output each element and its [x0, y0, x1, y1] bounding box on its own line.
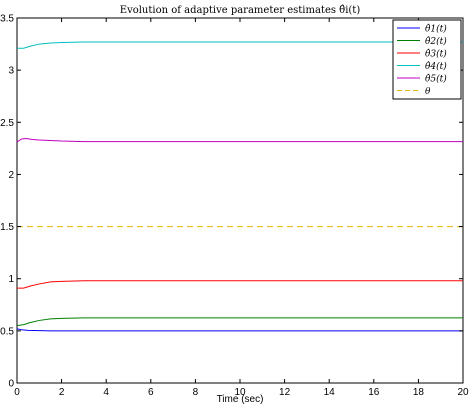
y-tick-label: 1.5 [0, 222, 14, 233]
y-tick-label: 1 [8, 274, 14, 285]
legend: θ̂1(t)θ̂2(t) θ̂3(t)θ̂4(t) θ̂5(t) θ [392, 19, 462, 100]
x-tick-label: 8 [193, 387, 199, 398]
x-tick-label: 10 [234, 387, 246, 398]
series-line-4 [17, 41, 463, 49]
ticks-layer: 0 2 4 6 8 10 12 14 16 18 20 0 0.5 1 1.5 2 2.5 3 3.5 [0, 14, 469, 399]
x-tick-label: 0 [14, 387, 20, 398]
chart-title: Evolution of adaptive parameter estimate… [120, 5, 361, 16]
x-tick-label: 2 [59, 387, 65, 398]
plot-area [16, 17, 464, 384]
legend-label: θ̂2(t) [425, 36, 447, 47]
legend-label: θ̂4(t) [425, 61, 447, 72]
series-layer [16, 41, 463, 332]
x-axis-label: Time (sec) [217, 394, 264, 405]
legend-label: θ̂5(t) [425, 74, 447, 85]
x-tick-label: 20 [457, 387, 469, 398]
series-line-2 [16, 317, 463, 327]
legend-box [392, 19, 462, 100]
x-tick-label: 18 [413, 387, 425, 398]
series-line-5 [16, 137, 463, 143]
y-tick-label: 2 [8, 170, 14, 181]
x-tick-label: 4 [103, 387, 109, 398]
y-tick-label: 0 [8, 379, 14, 390]
x-tick-label: 14 [324, 387, 336, 398]
x-tick-label: 16 [368, 387, 380, 398]
y-tick-label: 2.5 [0, 118, 14, 129]
x-tick-label: 6 [148, 387, 154, 398]
y-tick-label: 3 [8, 66, 14, 77]
series-line-1 [16, 328, 463, 332]
legend-label: θ̂3(t) [425, 49, 447, 60]
y-tick-label: 0.5 [0, 326, 14, 337]
series-line-3 [17, 280, 463, 289]
x-tick-label: 12 [279, 387, 291, 398]
y-tick-label: 3.5 [0, 14, 14, 25]
legend-label: θ̂1(t) [425, 24, 447, 35]
legend-label: θ [425, 87, 431, 97]
